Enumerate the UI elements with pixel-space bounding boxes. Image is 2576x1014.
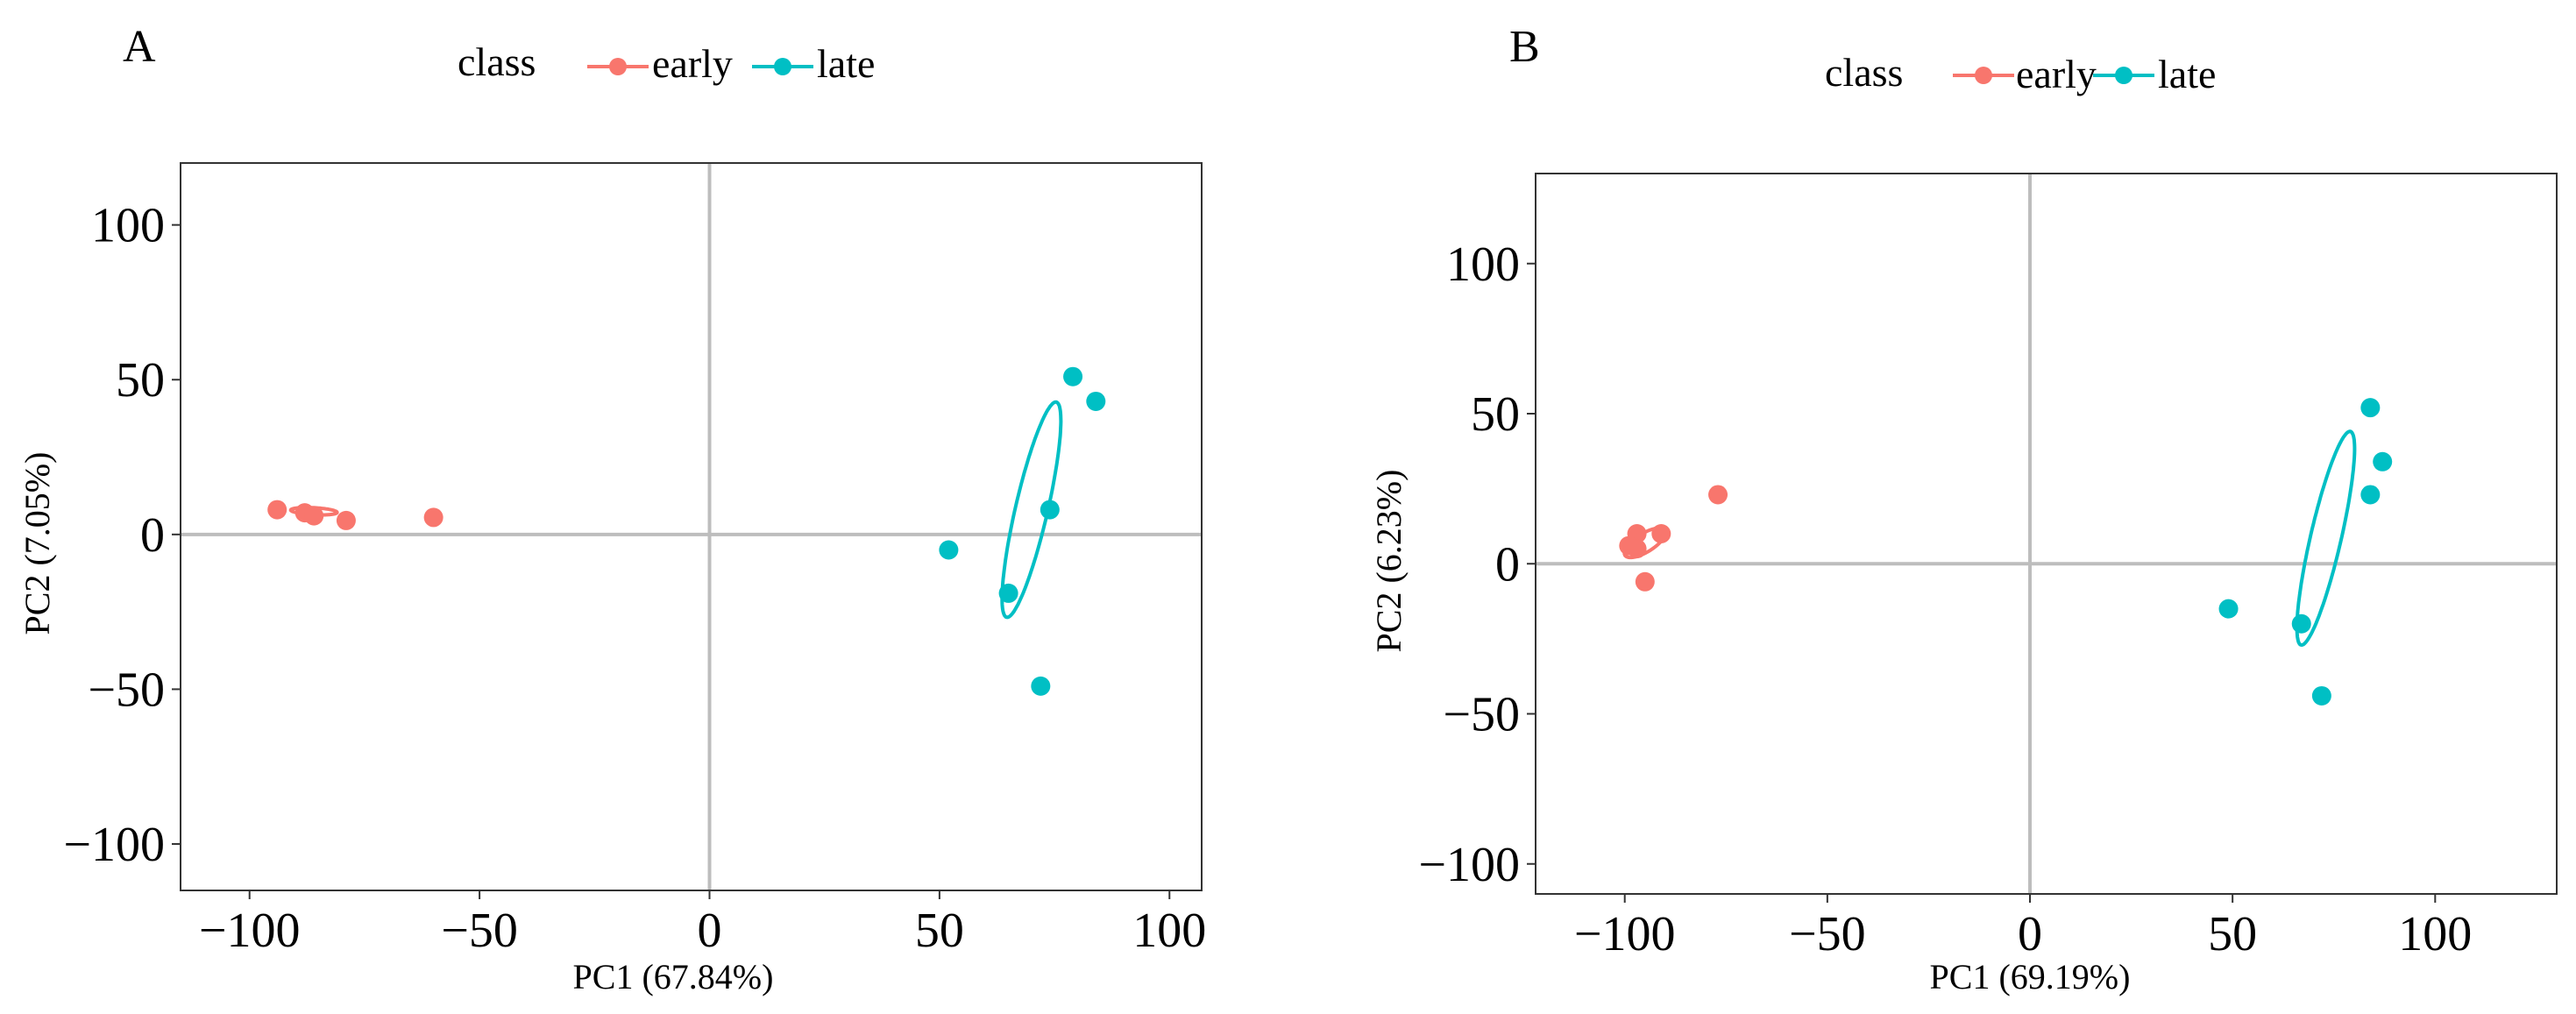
legend-marker-late xyxy=(2115,67,2132,84)
legend-label-early: early xyxy=(2016,52,2097,96)
y-tick-label: −100 xyxy=(63,818,165,872)
legend-label-late: late xyxy=(2158,52,2216,96)
x-tick-label: 50 xyxy=(2208,907,2257,961)
point-late xyxy=(2291,613,2311,634)
panel-label: B xyxy=(1509,22,1540,72)
legend-marker-early xyxy=(1975,67,1992,84)
point-early xyxy=(1708,485,1728,505)
point-early xyxy=(304,506,324,526)
point-early xyxy=(1651,524,1671,543)
y-tick-label: −50 xyxy=(1443,688,1520,742)
confidence-ellipse-early xyxy=(1622,526,1668,560)
point-late xyxy=(1086,391,1106,411)
point-late xyxy=(1031,676,1051,696)
x-axis-title: PC1 (67.84%) xyxy=(573,957,774,996)
plot-area: −100 −50 0 50 100 −100 −50 0 50 100 xyxy=(63,162,1206,958)
panel-a: A class early late −100 −50 0 50 100 −100 −50 0… xyxy=(18,22,1206,996)
y-tick-label: −100 xyxy=(1418,838,1520,892)
point-late xyxy=(998,583,1018,603)
x-tick-label: 0 xyxy=(697,904,721,958)
x-tick-label: 0 xyxy=(2018,907,2042,961)
point-early xyxy=(267,500,287,520)
legend-label-early: early xyxy=(652,41,733,86)
confidence-ellipse-late xyxy=(1000,400,1063,620)
plot-area: −100 −50 0 50 100 −100 −50 0 50 100 xyxy=(1418,173,2558,961)
point-early xyxy=(1635,571,1655,592)
y-tick-label: 50 xyxy=(116,353,165,408)
point-late xyxy=(2311,685,2331,706)
y-tick-label: 50 xyxy=(1471,387,1520,442)
legend: class early late xyxy=(458,39,875,86)
point-late xyxy=(1040,500,1060,520)
y-tick-label: 100 xyxy=(1446,238,1520,292)
legend: class early late xyxy=(1825,50,2216,96)
panel-b: B class early late −100 −50 0 50 100 −100 −50 0… xyxy=(1369,22,2558,996)
plot-frame xyxy=(180,162,1203,891)
confidence-ellipse-early xyxy=(288,506,339,517)
x-tick-label: 50 xyxy=(915,904,964,958)
x-axis-title: PC1 (69.19%) xyxy=(1930,957,2131,996)
x-tick-label: −100 xyxy=(1574,907,1676,961)
point-early xyxy=(423,507,444,528)
panel-label: A xyxy=(123,22,156,72)
x-tick-label: 100 xyxy=(2398,907,2472,961)
legend-title: class xyxy=(458,39,536,84)
y-axis-title: PC2 (7.05%) xyxy=(18,452,57,635)
confidence-ellipse-late xyxy=(2295,429,2357,648)
x-tick-label: −100 xyxy=(199,904,301,958)
y-tick-label: −50 xyxy=(88,663,165,717)
point-late xyxy=(939,540,959,560)
y-tick-label: 100 xyxy=(91,199,165,253)
point-early xyxy=(336,510,356,530)
point-late xyxy=(2218,599,2239,619)
legend-title: class xyxy=(1825,50,1903,95)
point-early xyxy=(1627,539,1647,559)
point-late xyxy=(1063,366,1083,386)
x-tick-label: −50 xyxy=(1789,907,1866,961)
y-tick-label: 0 xyxy=(1495,537,1520,592)
legend-marker-early xyxy=(609,58,627,75)
y-axis-title: PC2 (6.23%) xyxy=(1369,470,1409,653)
x-tick-label: 100 xyxy=(1132,904,1206,958)
point-late xyxy=(2360,485,2381,505)
x-tick-label: −50 xyxy=(441,904,518,958)
point-late xyxy=(2373,451,2393,472)
legend-marker-late xyxy=(774,58,791,75)
point-late xyxy=(2360,398,2381,418)
plot-frame xyxy=(1535,173,2558,895)
y-tick-label: 0 xyxy=(140,508,165,563)
legend-label-late: late xyxy=(817,41,875,86)
